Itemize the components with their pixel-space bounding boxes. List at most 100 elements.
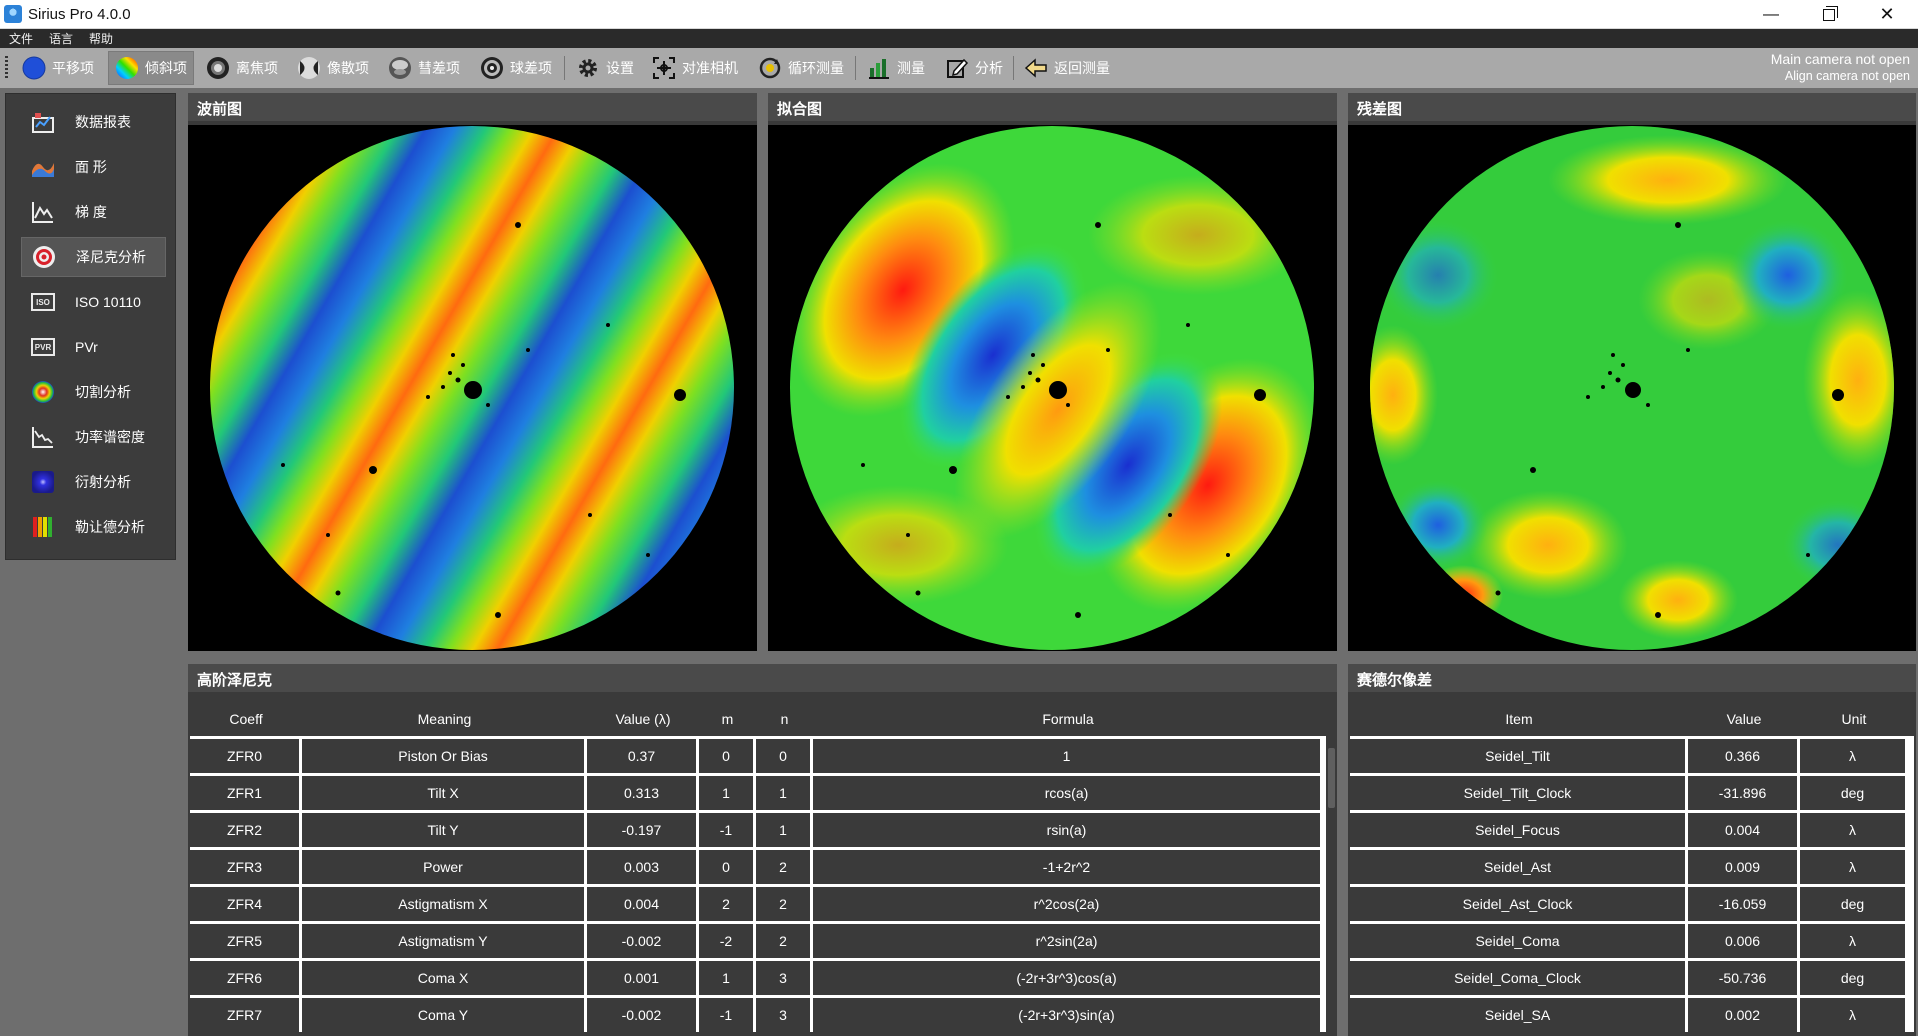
- sidebar-item-iso10110[interactable]: ISO ISO 10110: [21, 282, 166, 322]
- table-row[interactable]: Seidel_Ast_Clock -16.059 deg: [1350, 884, 1914, 921]
- column-header[interactable]: Meaning: [417, 711, 472, 727]
- sidebar-item-diffraction[interactable]: 衍射分析: [21, 462, 166, 502]
- toolbar-button-astigmatism[interactable]: 像散项: [291, 51, 375, 85]
- table-row[interactable]: ZFR4 Astigmatism X 0.004 2 2 r^2cos(2a): [190, 884, 1326, 921]
- column-header[interactable]: Item: [1505, 711, 1533, 727]
- residual-map[interactable]: [1348, 125, 1916, 651]
- menu-file[interactable]: 文件: [9, 32, 34, 46]
- table-row[interactable]: Seidel_Coma 0.006 λ: [1350, 921, 1914, 958]
- table-cell: -50.736: [1688, 961, 1797, 995]
- table-cell: -1: [699, 998, 753, 1032]
- residual-panel: 残差图: [1348, 93, 1916, 651]
- wavefront-map[interactable]: [188, 125, 757, 651]
- table-cell: λ: [1800, 924, 1905, 958]
- table-cell: 0.006: [1688, 924, 1797, 958]
- column-header[interactable]: Value: [1726, 711, 1762, 727]
- sidebar-item-data-report[interactable]: 数据报表: [21, 102, 166, 142]
- toolbar-button-tilt[interactable]: 倾斜项: [108, 51, 194, 85]
- table-cell: Coma X: [302, 961, 584, 995]
- table-cell: 0.004: [1688, 813, 1797, 847]
- column-header[interactable]: Formula: [1042, 711, 1094, 727]
- report-icon: [32, 113, 54, 133]
- toolbar-button-cycle-measure[interactable]: 循环测量: [752, 51, 850, 85]
- sidebar-item-surface[interactable]: 面 形: [21, 147, 166, 187]
- table-row[interactable]: Seidel_Tilt_Clock -31.896 deg: [1350, 773, 1914, 810]
- table-cell: 1: [756, 776, 810, 810]
- menu-help[interactable]: 帮助: [89, 32, 114, 46]
- table-cell: 0.002: [1688, 998, 1797, 1032]
- wavefront-panel: 波前图: [188, 93, 757, 651]
- back-arrow-icon: [1024, 58, 1047, 78]
- zernike-scrollbar[interactable]: [1327, 744, 1336, 1036]
- sidebar-item-psd[interactable]: 功率谱密度: [21, 417, 166, 457]
- table-row[interactable]: ZFR0 Piston Or Bias 0.37 0 0 1: [190, 736, 1326, 773]
- table-cell: λ: [1800, 850, 1905, 884]
- table-row[interactable]: Seidel_Tilt 0.366 λ: [1350, 736, 1914, 773]
- surface-icon: [32, 163, 54, 177]
- panel-title-fit: 拟合图: [777, 101, 823, 118]
- toolbar-button-measure[interactable]: 测量: [861, 51, 931, 85]
- sidebar-item-gradient[interactable]: 梯 度: [21, 192, 166, 232]
- table-cell: 1: [699, 776, 753, 810]
- restore-icon: [1823, 5, 1838, 21]
- table-row[interactable]: Seidel_Coma_Clock -50.736 deg: [1350, 958, 1914, 995]
- table-row[interactable]: Seidel_Focus 0.004 λ: [1350, 810, 1914, 847]
- table-cell: 0.001: [587, 961, 696, 995]
- sidebar: 数据报表 面 形 梯 度 泽尼克分析 ISO ISO 10110 PVR PVr…: [5, 93, 176, 560]
- table-cell: 1: [813, 739, 1320, 773]
- table-cell: ZFR7: [190, 998, 299, 1032]
- column-header[interactable]: Coeff: [229, 711, 263, 727]
- table-cell: 1: [699, 961, 753, 995]
- sidebar-item-pvr[interactable]: PVR PVr: [21, 327, 166, 367]
- column-header[interactable]: Value (λ): [615, 711, 671, 727]
- rainbow-circle-icon: [116, 57, 138, 79]
- table-cell: r^2cos(2a): [813, 887, 1320, 921]
- minimize-button[interactable]: —: [1763, 5, 1779, 23]
- table-row[interactable]: ZFR5 Astigmatism Y -0.002 -2 2 r^2sin(2a): [190, 921, 1326, 958]
- table-cell: r^2sin(2a): [813, 924, 1320, 958]
- table-cell: Tilt Y: [302, 813, 584, 847]
- table-cell: Seidel_Tilt_Clock: [1350, 776, 1685, 810]
- toolbar-button-coma[interactable]: 彗差项: [382, 51, 466, 85]
- panel-title-seidel: 赛德尔像差: [1357, 672, 1433, 689]
- fit-map[interactable]: [768, 125, 1337, 651]
- table-cell: ZFR6: [190, 961, 299, 995]
- sidebar-item-cut-analysis[interactable]: 切割分析: [21, 372, 166, 412]
- window-title: Sirius Pro 4.0.0: [28, 6, 131, 23]
- toolbar-button-settings[interactable]: 设置: [570, 51, 640, 85]
- table-cell: 0.004: [587, 887, 696, 921]
- toolbar-grip[interactable]: [5, 56, 8, 80]
- toolbar-button-defocus[interactable]: 离焦项: [200, 51, 284, 85]
- close-button[interactable]: ✕: [1879, 4, 1895, 24]
- sidebar-item-zernike[interactable]: 泽尼克分析: [21, 237, 166, 277]
- toolbar-button-piston[interactable]: 平移项: [16, 51, 100, 85]
- table-row[interactable]: ZFR3 Power 0.003 0 2 -1+2r^2: [190, 847, 1326, 884]
- column-header[interactable]: n: [780, 711, 789, 727]
- table-row[interactable]: ZFR1 Tilt X 0.313 1 1 rcos(a): [190, 773, 1326, 810]
- toolbar-button-spherical[interactable]: 球差项: [474, 51, 558, 85]
- toolbar-button-analyze[interactable]: 分析: [939, 51, 1009, 85]
- table-cell: 0.009: [1688, 850, 1797, 884]
- table-row[interactable]: Seidel_Ast 0.009 λ: [1350, 847, 1914, 884]
- panel-title-residual: 残差图: [1357, 101, 1403, 118]
- table-row[interactable]: Seidel_SA 0.002 λ: [1350, 995, 1914, 1032]
- toolbar-button-back-to-measure[interactable]: 返回测量: [1018, 51, 1116, 85]
- column-header[interactable]: Unit: [1841, 711, 1867, 727]
- table-cell: 2: [756, 850, 810, 884]
- maximize-button[interactable]: [1800, 0, 1858, 29]
- table-row[interactable]: ZFR7 Coma Y -0.002 -1 3 (-2r+3r^3)sin(a): [190, 995, 1326, 1032]
- toolbar-button-align-camera[interactable]: 对准相机: [646, 51, 744, 85]
- zernike-panel: 高阶泽尼克 Coeff Meaning Value (λ) m n Formul…: [188, 664, 1337, 1036]
- table-cell: Seidel_SA: [1350, 998, 1685, 1032]
- scrollbar-thumb[interactable]: [1328, 748, 1335, 808]
- table-row[interactable]: ZFR6 Coma X 0.001 1 3 (-2r+3r^3)cos(a): [190, 958, 1326, 995]
- column-header[interactable]: m: [721, 711, 734, 727]
- menu-language[interactable]: 语言: [49, 32, 74, 46]
- table-row[interactable]: ZFR2 Tilt Y -0.197 -1 1 rsin(a): [190, 810, 1326, 847]
- table-cell: 0.37: [587, 739, 696, 773]
- table-cell: 0: [756, 739, 810, 773]
- table-cell: Seidel_Focus: [1350, 813, 1685, 847]
- table-cell: Power: [302, 850, 584, 884]
- gear-icon: [579, 59, 597, 77]
- sidebar-item-legendre[interactable]: 勒让德分析: [21, 507, 166, 547]
